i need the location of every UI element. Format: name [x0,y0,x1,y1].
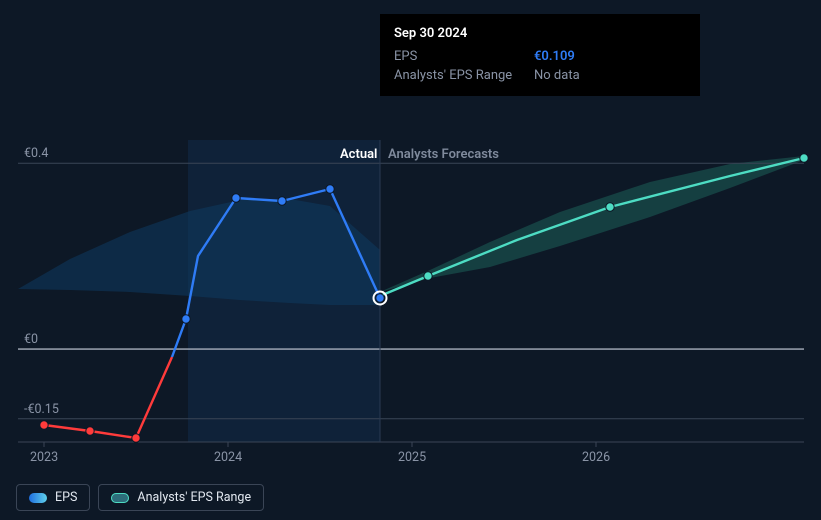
section-label-actual: Actual [340,147,377,162]
tooltip-range-value: No data [534,66,580,86]
y-axis-label: €0.4 [24,146,48,161]
x-axis-label: 2025 [398,450,426,465]
tooltip-date: Sep 30 2024 [394,24,686,44]
legend-item-eps[interactable]: EPS [16,484,90,511]
chart-tooltip: Sep 30 2024 EPS €0.109 Analysts' EPS Ran… [380,14,700,96]
legend-item-range[interactable]: Analysts' EPS Range [98,484,264,511]
legend-swatch-icon [29,493,47,503]
eps-chart: Sep 30 2024 EPS €0.109 Analysts' EPS Ran… [0,0,821,520]
legend-label: EPS [55,490,77,505]
y-axis-label: -€0.15 [24,402,59,417]
tooltip-eps-label: EPS [394,47,534,67]
y-axis-label: €0 [24,332,38,347]
tooltip-eps-value: €0.109 [534,47,575,67]
x-axis-label: 2024 [214,450,242,465]
x-axis-label: 2026 [582,450,610,465]
x-axis-label: 2023 [30,450,58,465]
tooltip-range-label: Analysts' EPS Range [394,66,534,86]
legend-label: Analysts' EPS Range [137,490,251,505]
section-label-forecast: Analysts Forecasts [388,147,499,162]
legend: EPS Analysts' EPS Range [16,484,264,511]
legend-swatch-icon [111,493,129,503]
